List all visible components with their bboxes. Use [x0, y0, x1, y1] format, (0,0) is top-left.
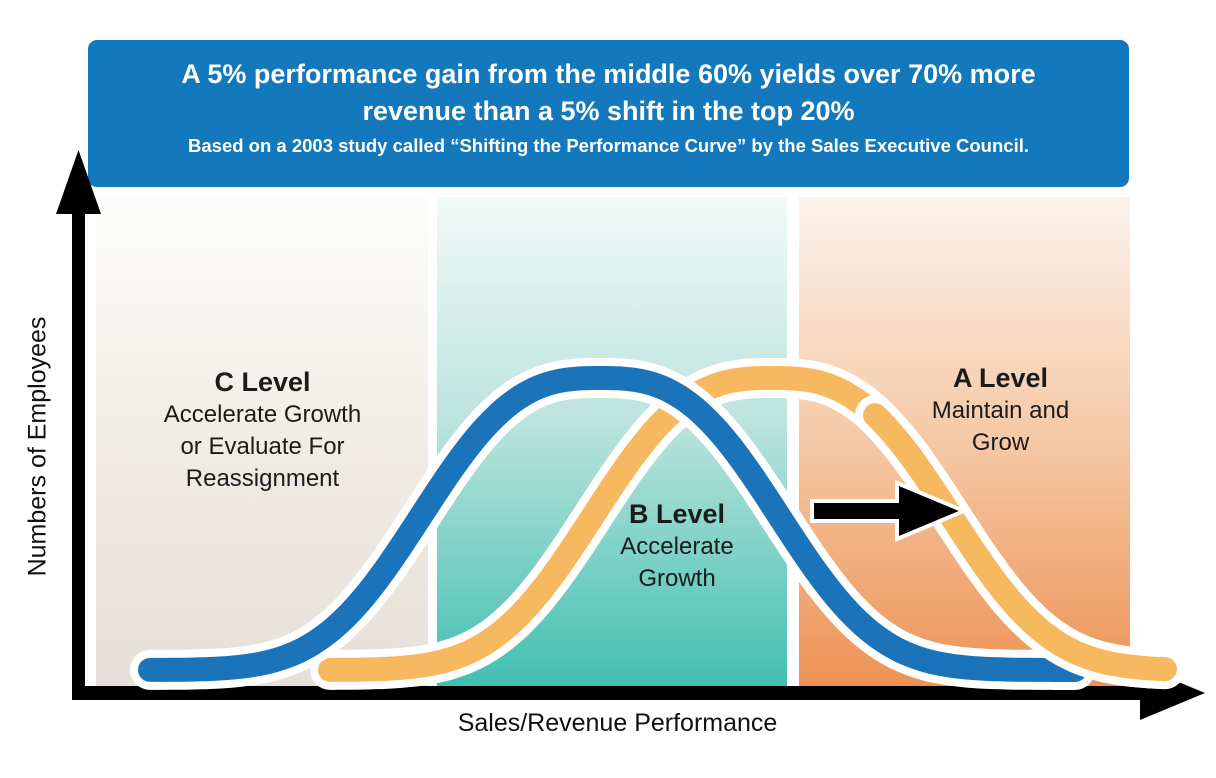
b-level-line1: Accelerate [620, 533, 734, 560]
orange-curve-tail [855, 395, 1185, 690]
a-level-line1: Maintain and [931, 397, 1070, 424]
banner-headline-line2: revenue than a 5% shift in the top 20% [362, 96, 855, 126]
region-label-c-level: C Level Accelerate Growth or Evaluate Fo… [105, 366, 420, 495]
b-level-line2: Growth [638, 565, 716, 592]
banner-headline: A 5% performance gain from the middle 60… [88, 40, 1129, 130]
shift-right-arrow-icon [810, 479, 970, 543]
distribution-curves [130, 358, 1185, 690]
y-axis-arrowhead-icon [56, 150, 101, 214]
banner-source-note: Based on a 2003 study called “Shifting t… [188, 135, 1029, 156]
blue-curve [130, 358, 1095, 690]
region-label-a-level: A Level Maintain and Grow [858, 362, 1143, 459]
y-axis-label: Numbers of Employees [23, 316, 52, 577]
c-level-line1: Accelerate Growth [163, 401, 362, 428]
a-level-title: A Level [952, 363, 1049, 393]
b-level-title: B Level [628, 499, 726, 529]
c-level-title: C Level [214, 367, 311, 397]
c-level-line2: or Evaluate For [180, 433, 345, 460]
banner-headline-line1: A 5% performance gain from the middle 60… [181, 59, 1036, 89]
x-axis-label: Sales/Revenue Performance [457, 709, 778, 737]
c-level-line3: Reassignment [185, 465, 340, 492]
a-level-line2: Grow [971, 429, 1030, 456]
region-label-b-level: B Level Accelerate Growth [547, 498, 807, 595]
banner: A 5% performance gain from the middle 60… [88, 40, 1129, 187]
y-axis-line [72, 205, 85, 700]
